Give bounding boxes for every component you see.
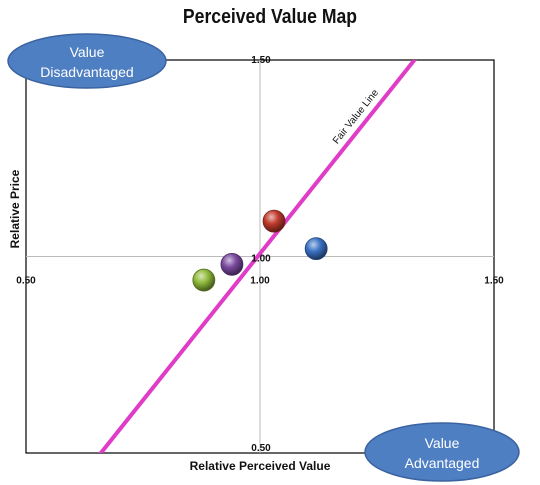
y-tick-label: 1.50 [251,55,271,66]
y-axis-title: Relative Price [8,169,22,248]
data-point [220,252,244,276]
x-axis-title: Relative Perceived Value [190,459,331,473]
chart-title: Perceived Value Map [182,6,358,28]
x-tick-label: 1.00 [250,276,270,287]
data-point [304,237,328,261]
x-tick-label: 1.50 [484,276,504,287]
data-point [262,209,286,233]
annotation-line: Value [425,435,460,451]
y-tick-label: 1.00 [251,254,271,265]
value-disadvantaged-annotation: Value Disadvantaged [7,33,167,89]
x-tick-label: 0.50 [16,276,36,287]
data-points [192,209,328,292]
fair-value-line [98,60,417,453]
value-advantaged-annotation: Value Advantaged [364,422,520,482]
annotation-line: Disadvantaged [40,64,133,80]
annotation-line: Advantaged [405,455,480,471]
data-point [192,268,216,292]
annotation-line: Value [70,44,105,60]
y-tick-label: 0.50 [251,443,271,454]
